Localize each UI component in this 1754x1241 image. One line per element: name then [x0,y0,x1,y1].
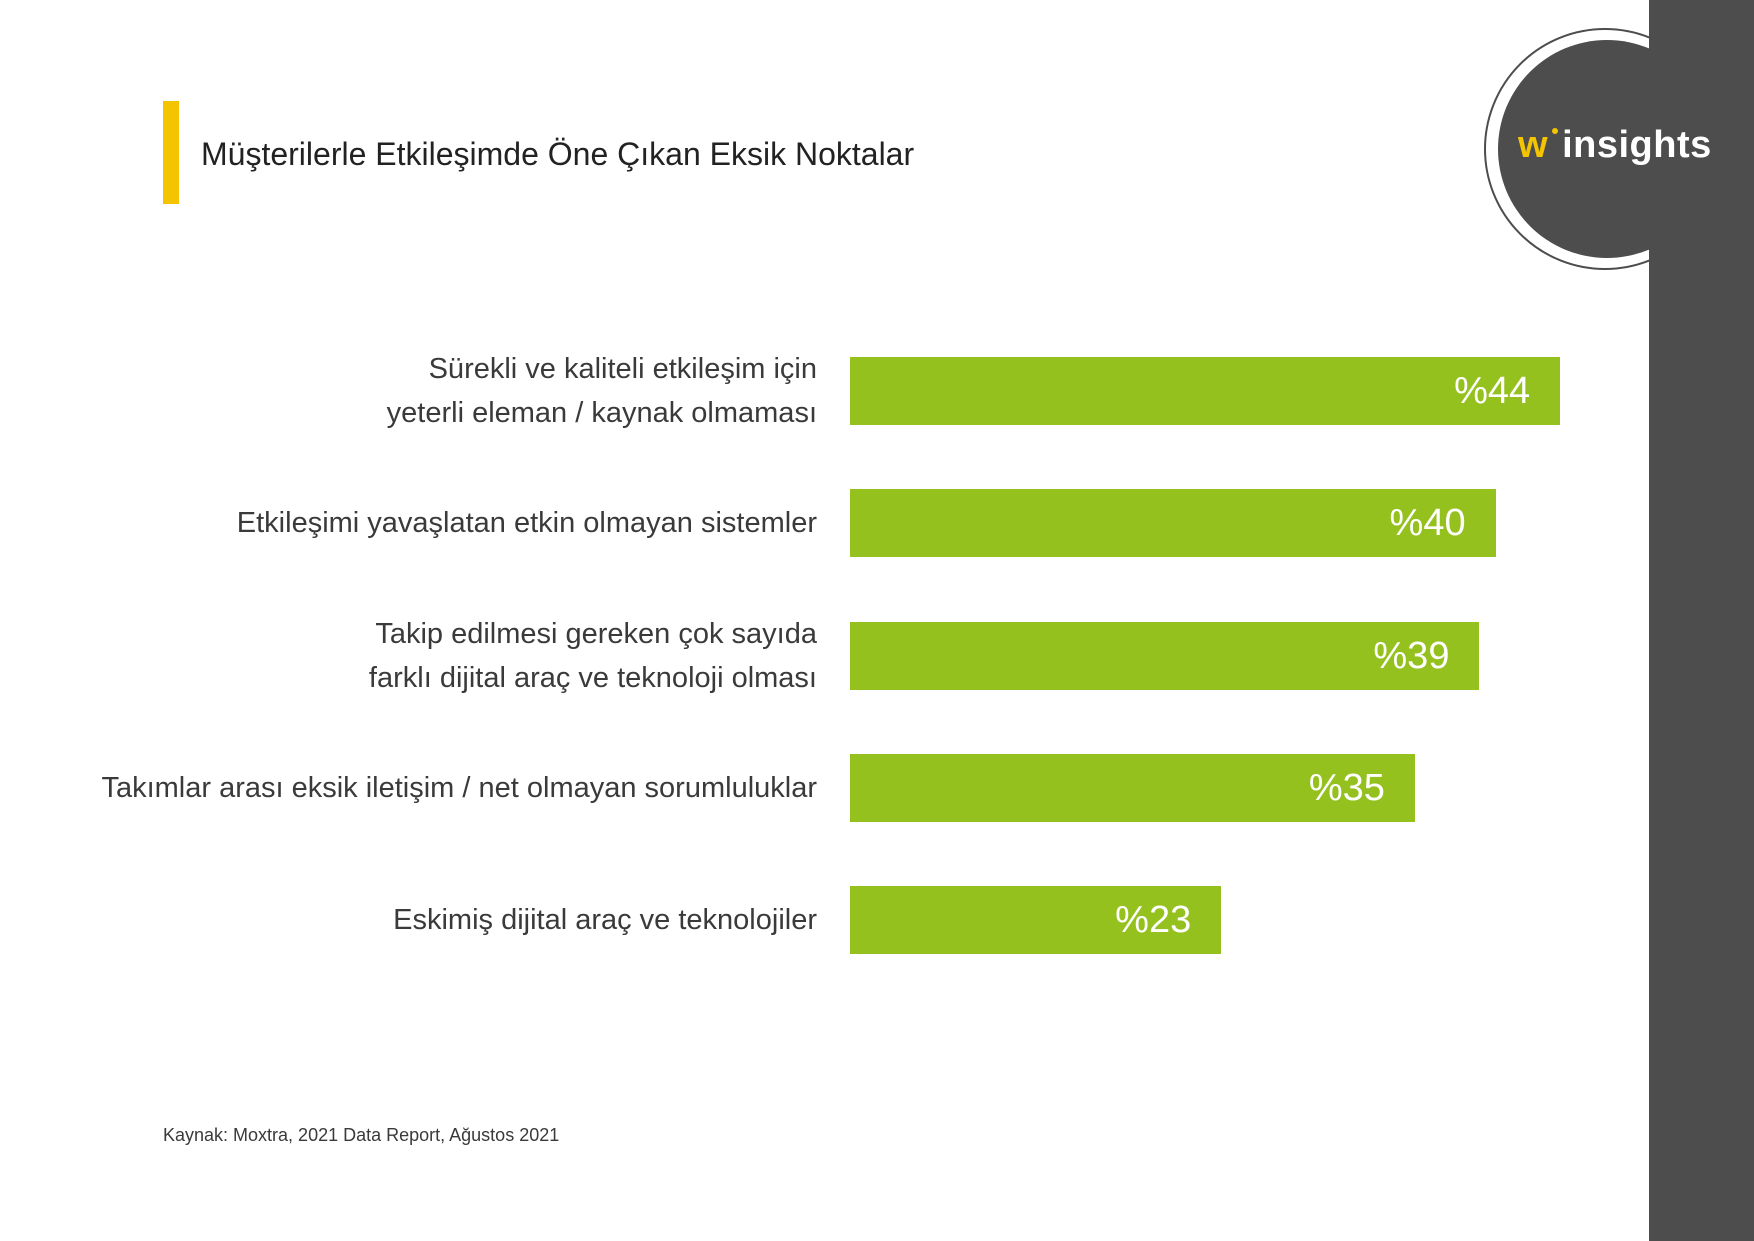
bar-value-label: %23 [1115,899,1192,941]
logo-text: insights [1562,124,1712,166]
category-label: Etkileşimi yavaşlatan etkin olmayan sist… [17,501,817,545]
category-label-line: Sürekli ve kaliteli etkileşim için [428,353,817,385]
page-title: Müşterilerle Etkileşimde Öne Çıkan Eksik… [201,136,915,172]
bar: %44 [850,357,1561,425]
category-label-line: Eskimiş dijital araç ve teknolojiler [393,904,817,936]
bar-value-label: %39 [1373,634,1450,677]
title-accent-bar [163,101,179,204]
bar-value-label: %44 [1454,370,1531,412]
bar: %23 [850,886,1222,954]
bar: %40 [850,489,1496,558]
category-label-line: farklı dijital araç ve teknoloji olması [368,661,817,694]
source-note: Kaynak: Moxtra, 2021 Data Report, Ağusto… [163,1125,560,1145]
category-label: Sürekli ve kaliteli etkileşim için yeterl… [17,347,817,435]
category-label-line: Etkileşimi yavaşlatan etkin olmayan sist… [236,507,817,540]
bar: %39 [850,621,1480,690]
category-label-line: Takip edilmesi gereken çok sayıda [375,617,817,650]
logo-ring [1484,28,1726,270]
category-label: Takip edilmesi gereken çok sayıda farklı … [17,612,817,700]
bar-value-label: %35 [1308,766,1385,809]
bar-value-label: %40 [1389,502,1466,545]
logo-dot [1552,128,1558,134]
bar: %35 [850,753,1415,822]
logo-disc [1498,40,1716,258]
logo-w: w [1518,124,1549,166]
category-label-line: Takımlar arası eksik iletişim / net olma… [101,771,817,804]
winsights-logo: w insights [1518,124,1712,167]
category-label: Eskimiş dijital araç ve teknolojiler [17,898,817,942]
category-label: Takımlar arası eksik iletişim / net olma… [17,766,817,810]
category-label-line: yeterli eleman / kaynak olmaması [386,397,817,429]
